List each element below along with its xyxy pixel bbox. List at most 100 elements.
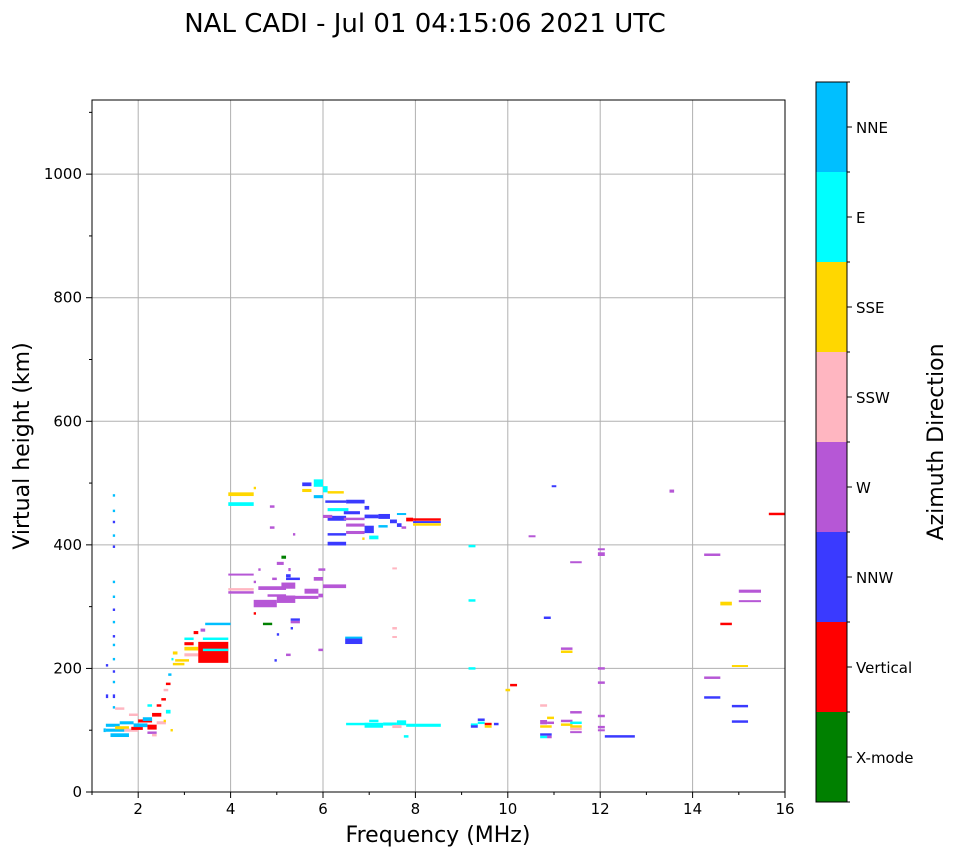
data-point [112, 643, 116, 647]
data-point [290, 620, 300, 624]
data-point [165, 682, 171, 686]
data-point [202, 637, 229, 641]
data-point [161, 698, 166, 701]
data-point [540, 720, 548, 725]
chart-title: NAL CADI - Jul 01 04:15:06 2021 UTC [184, 9, 666, 39]
data-point [276, 633, 280, 636]
y-tick-label: 600 [53, 412, 82, 430]
data-point [163, 719, 166, 723]
data-point [547, 721, 554, 725]
x-axis-label: Frequency (MHz) [346, 823, 531, 848]
data-point [505, 688, 511, 692]
colorbar: X-mode Vertical NNW W SSW SSE E NNE [815, 81, 913, 803]
data-point [327, 541, 347, 546]
data-point [468, 544, 476, 548]
data-point [112, 494, 116, 497]
data-point [253, 580, 257, 584]
data-point [406, 517, 414, 522]
data-point [172, 651, 178, 655]
data-point [205, 622, 231, 626]
data-point [528, 535, 536, 538]
data-point [318, 568, 326, 571]
data-point [133, 723, 148, 728]
data-point [292, 533, 296, 536]
data-point [768, 512, 785, 516]
data-point [258, 568, 261, 571]
data-point [362, 537, 365, 540]
data-point [346, 523, 365, 527]
data-point [597, 725, 605, 729]
colorbar-tick-label: X-mode [856, 749, 913, 767]
data-point [170, 728, 173, 732]
data-point [704, 676, 721, 679]
data-point [327, 515, 347, 521]
data-point [364, 722, 384, 728]
data-point [286, 653, 291, 657]
data-point [228, 591, 254, 594]
axes: 2 4 6 8 10 12 14 16 0 200 400 600 800 1000 [44, 111, 795, 818]
data-point [286, 574, 291, 578]
data-point [193, 631, 199, 635]
colorbar-tick-label: E [856, 209, 865, 227]
data-point [112, 595, 116, 598]
data-point [477, 718, 485, 721]
data-point [731, 720, 749, 723]
data-point [738, 589, 761, 593]
data-point [493, 722, 499, 726]
data-point [228, 502, 254, 506]
data-point [124, 728, 139, 732]
data-point [738, 600, 761, 603]
data-point [156, 721, 166, 725]
colorbar-tick-label: SSE [856, 299, 885, 317]
colorbar-tick-label: W [856, 479, 871, 497]
data-point [597, 548, 605, 551]
data-point [383, 722, 397, 726]
data-point [392, 567, 397, 570]
data-point [112, 657, 116, 661]
data-point [378, 525, 388, 528]
data-point [364, 525, 374, 534]
data-point [318, 593, 323, 598]
data-point [115, 726, 129, 730]
x-tick-label: 8 [411, 800, 421, 818]
data-point [543, 616, 551, 619]
data-point [152, 733, 157, 737]
colorbar-swatch [816, 172, 847, 262]
grid [92, 100, 785, 792]
data-point [313, 576, 323, 581]
data-point [318, 648, 323, 652]
data-point [413, 518, 441, 521]
data-point [253, 599, 277, 608]
data-point [142, 717, 153, 721]
data-point [597, 681, 605, 684]
data-point [401, 526, 407, 529]
data-point [510, 683, 518, 687]
data-point [304, 588, 319, 594]
data-point [323, 486, 328, 493]
data-point [112, 509, 116, 513]
data-point [669, 489, 675, 493]
data-point [290, 627, 293, 630]
data-point [281, 555, 287, 559]
data-point [392, 627, 397, 630]
data-point [112, 620, 116, 624]
data-point [560, 647, 573, 650]
data-point [477, 721, 485, 725]
data-point [551, 485, 557, 488]
data-point [396, 720, 407, 726]
data-point [147, 724, 157, 730]
data-point [276, 561, 284, 565]
data-point [468, 667, 476, 670]
data-point [484, 725, 492, 728]
data-point [112, 680, 116, 684]
data-point [112, 694, 116, 699]
data-point [560, 650, 573, 653]
data-point [184, 646, 199, 651]
data-point [110, 733, 129, 738]
data-point [343, 517, 365, 521]
data-point [184, 637, 194, 641]
data-point [128, 713, 139, 717]
data-point [470, 725, 478, 728]
data-point [378, 513, 390, 519]
data-point [290, 618, 300, 621]
